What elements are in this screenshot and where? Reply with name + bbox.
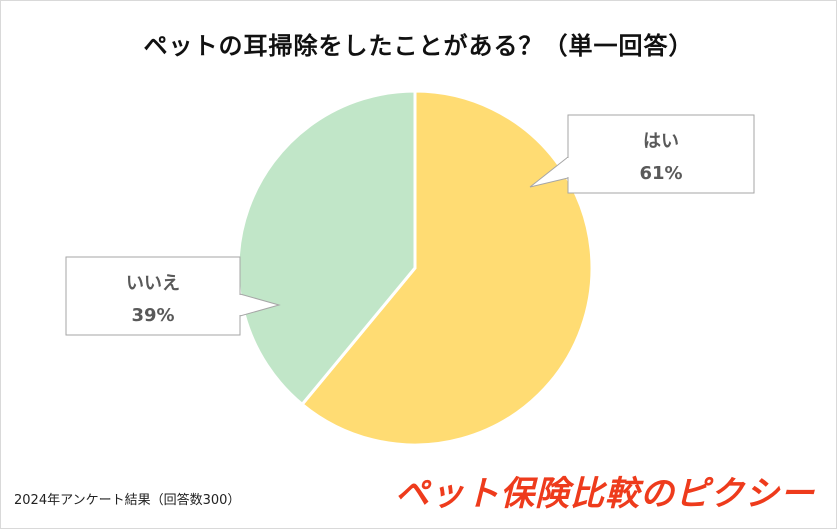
callout-1: いいえ 39% [65, 256, 281, 336]
slice-label: いいえ [126, 273, 180, 294]
callout-box [567, 114, 755, 194]
callout-0: はい 61% [529, 114, 755, 194]
callout-box [65, 256, 241, 336]
pie-slice-0 [300, 89, 594, 447]
slice-value-label: 39% [131, 305, 174, 326]
slice-label: はい [643, 131, 679, 152]
slice-value-label: 61% [639, 163, 682, 184]
chart-title: ペットの耳掃除をしたことがある？（単一回答） [143, 32, 694, 60]
survey-footnote: 2024年アンケート結果（回答数300） [14, 493, 241, 508]
pie-slice-1 [236, 89, 417, 407]
brand-logo: ペット保険比較のピクシー [395, 474, 815, 514]
